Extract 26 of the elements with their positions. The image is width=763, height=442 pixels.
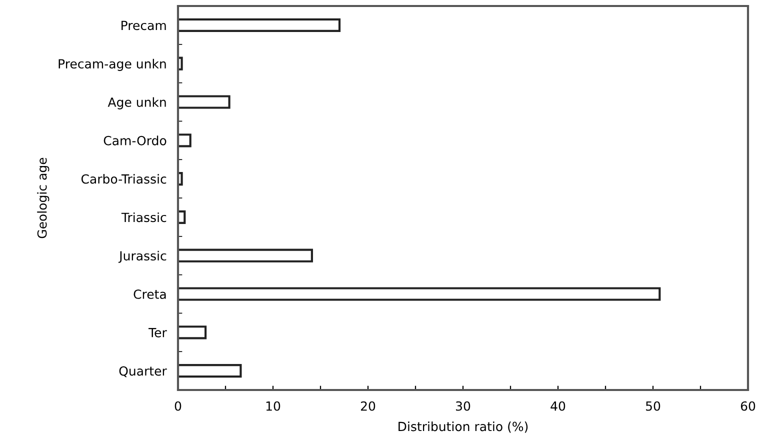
x-tick-label: 30	[456, 401, 470, 411]
y-tick-label: Cam-Ordo	[104, 136, 166, 146]
y-tick-label: Creta	[134, 289, 166, 299]
x-tick-label: 20	[360, 401, 376, 411]
y-tick-label: Precam-age unkn	[58, 58, 166, 71]
y-tick-label: Quarter	[119, 366, 167, 378]
y-tick-label: Carbo-Triassic	[81, 174, 166, 184]
y-axis-title: Geologic age	[37, 158, 50, 238]
bar	[178, 364, 242, 378]
y-tick-label: Jurassic	[118, 250, 166, 263]
x-tick-label: 10	[266, 401, 280, 411]
y-tick-label: Age unkn	[108, 97, 166, 110]
bar	[178, 134, 192, 148]
y-tick-label: Precam	[122, 20, 166, 30]
x-tick-label: 40	[550, 401, 566, 411]
y-tick-label: Ter	[148, 328, 167, 338]
bar	[178, 95, 230, 109]
bar	[178, 248, 313, 262]
bar	[178, 18, 341, 32]
x-tick-label: 60	[740, 401, 756, 411]
x-tick-label: 0	[174, 401, 182, 411]
x-tick-label: 50	[646, 401, 660, 411]
y-tick-label: Triassic	[121, 212, 166, 222]
bar	[178, 326, 207, 340]
x-axis-title: Distribution ratio (%)	[398, 422, 528, 433]
bar	[178, 287, 661, 301]
